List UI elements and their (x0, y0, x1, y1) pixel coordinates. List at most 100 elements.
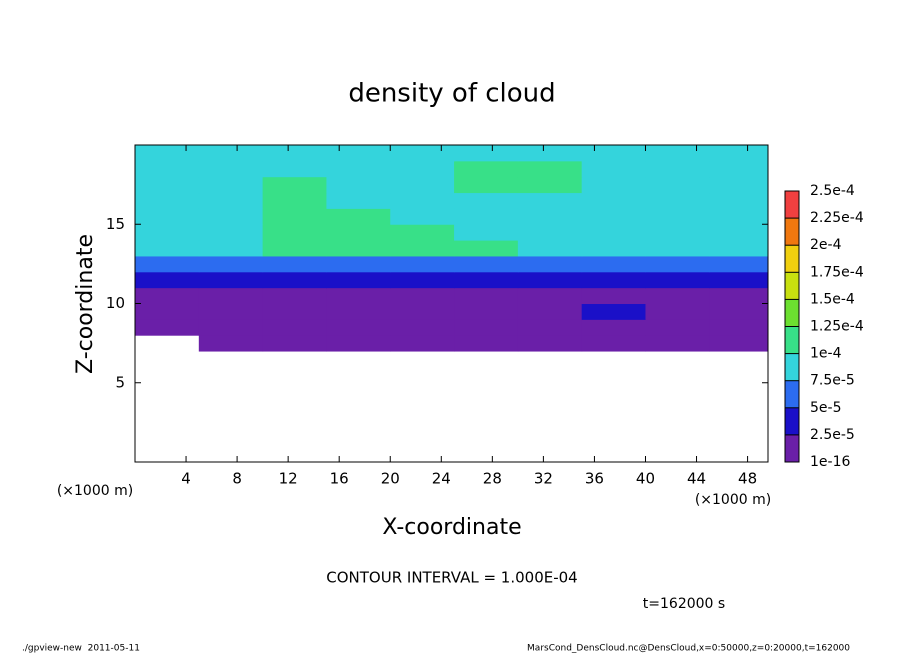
colorbar-segment (785, 299, 799, 327)
heatmap-cell (326, 224, 391, 241)
heatmap-cell (326, 319, 391, 336)
heatmap-cell (198, 319, 264, 336)
heatmap-cell (517, 287, 583, 304)
heatmap-cell (390, 271, 455, 289)
heatmap-cell (390, 335, 455, 352)
heatmap-cell (709, 160, 769, 178)
heatmap-cell (645, 160, 710, 178)
heatmap-cell (454, 255, 519, 273)
heatmap-cell (262, 240, 327, 257)
heatmap-cell (135, 319, 200, 336)
heatmap-cell (517, 192, 583, 209)
heatmap-cell (326, 160, 391, 178)
x-tick-label: 36 (585, 470, 604, 488)
heatmap-cell (262, 335, 327, 352)
heatmap-cell (581, 192, 646, 209)
heatmap-cell (709, 192, 769, 209)
heatmap-cell (581, 176, 646, 194)
colorbar-segment (785, 191, 799, 219)
colorbar-label: 1.5e-4 (810, 291, 855, 307)
heatmap-cell (326, 287, 391, 304)
heatmap-cell (454, 335, 519, 352)
heatmap-cell (135, 224, 200, 241)
heatmap-cell (390, 176, 455, 194)
colorbar-segment (785, 272, 799, 300)
heatmap-cell (709, 255, 769, 273)
colorbar-segment (785, 326, 799, 354)
colorbar-segment (785, 218, 799, 246)
heatmap-cell (262, 160, 327, 178)
x-tick-label: 24 (432, 470, 451, 488)
colorbar-label: 2.5e-5 (810, 427, 855, 443)
colorbar-segment (785, 353, 799, 381)
heatmap-cell (198, 192, 264, 209)
heatmap-cell (262, 287, 327, 304)
heatmap-cell (326, 176, 391, 194)
heatmap-cell (135, 192, 200, 209)
heatmap-cell (709, 303, 769, 320)
heatmap-cell (581, 208, 646, 225)
heatmap-cell (645, 271, 710, 289)
heatmap-cell (135, 176, 200, 194)
heatmap-cell (709, 145, 769, 162)
heatmap-cell (135, 208, 200, 225)
colorbar-segment (785, 434, 799, 462)
heatmap-cell (581, 224, 646, 241)
heatmap-cell (645, 224, 710, 241)
heatmap-cell (198, 240, 264, 257)
heatmap-cell (581, 335, 646, 352)
x-tick-label: 12 (279, 470, 298, 488)
heatmap-cell (581, 160, 646, 178)
heatmap-cell (198, 287, 264, 304)
x-unit-label: (×1000 m) (695, 492, 771, 508)
heatmap-cell (709, 240, 769, 257)
y-tick-label: 15 (106, 215, 125, 233)
heatmap-cell (709, 335, 769, 352)
heatmap-cell (454, 208, 519, 225)
colorbar-label: 2.5e-4 (810, 183, 855, 199)
heatmap-cell (198, 271, 264, 289)
heatmap-cell (326, 271, 391, 289)
heatmap-cell (709, 319, 769, 336)
colorbar-label: 2.25e-4 (810, 210, 864, 226)
heatmap-cell (645, 208, 710, 225)
heatmap-cell (135, 287, 200, 304)
heatmap-cell (709, 224, 769, 241)
x-axis-label: X-coordinate (382, 515, 521, 540)
heatmap-cell (262, 208, 327, 225)
x-tick-label: 32 (534, 470, 553, 488)
heatmap-cell (517, 160, 583, 178)
heatmap-cell (390, 240, 455, 257)
heatmap-cell (198, 208, 264, 225)
heatmap-cell (517, 224, 583, 241)
heatmap-cell (390, 255, 455, 273)
heatmap-cell (135, 303, 200, 320)
colorbar-segment (785, 407, 799, 435)
time-label: t=162000 s (643, 596, 725, 612)
heatmap-cell (645, 192, 710, 209)
heatmap-cell (517, 303, 583, 320)
heatmap-cell (581, 145, 646, 162)
heatmap-cell (645, 335, 710, 352)
footer-left: ./gpview-new 2011-05-11 (22, 644, 140, 654)
heatmap-cell (645, 287, 710, 304)
heatmap-cell (454, 176, 519, 194)
heatmap-cell (326, 192, 391, 209)
heatmap-cell (326, 335, 391, 352)
colorbar-segment (785, 245, 799, 273)
heatmap-cell (709, 271, 769, 289)
heatmap-cell (326, 240, 391, 257)
heatmap-cell (262, 145, 327, 162)
heatmap-cell (454, 224, 519, 241)
heatmap-cell (390, 287, 455, 304)
colorbar-segment (785, 380, 799, 408)
heatmap-cell (645, 255, 710, 273)
y-tick-label: 10 (106, 294, 125, 312)
x-tick-label: 48 (738, 470, 757, 488)
x-tick-label: 20 (381, 470, 400, 488)
heatmap-cell (581, 287, 646, 304)
heatmap-cell (517, 335, 583, 352)
heatmap-cell (390, 224, 455, 241)
heatmap-cell (326, 145, 391, 162)
